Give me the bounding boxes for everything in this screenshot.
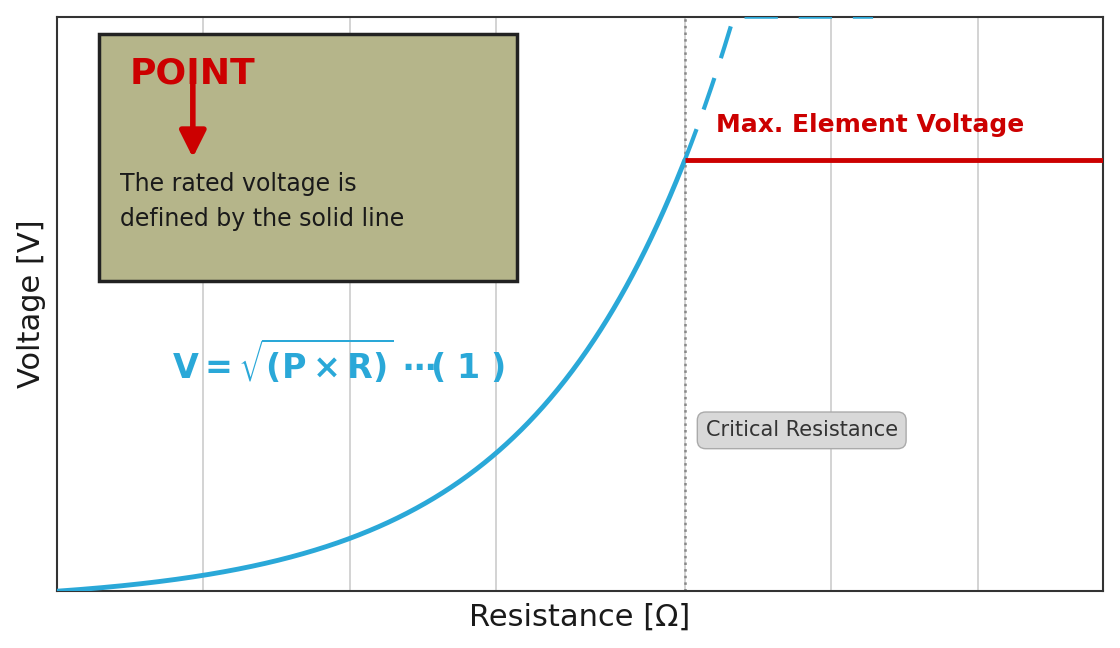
Text: Critical Resistance: Critical Resistance xyxy=(706,421,898,441)
Text: The rated voltage is
defined by the solid line: The rated voltage is defined by the soli… xyxy=(120,172,404,231)
X-axis label: Resistance [Ω]: Resistance [Ω] xyxy=(469,603,691,631)
Text: $\mathbf{V = \sqrt{(P \times R)}\ \cdots\!(\ 1\ )}$: $\mathbf{V = \sqrt{(P \times R)}\ \cdots… xyxy=(171,338,505,386)
Text: POINT: POINT xyxy=(130,57,255,91)
FancyBboxPatch shape xyxy=(99,34,517,281)
Text: Max. Element Voltage: Max. Element Voltage xyxy=(716,113,1025,137)
Y-axis label: Voltage [V]: Voltage [V] xyxy=(17,220,46,388)
